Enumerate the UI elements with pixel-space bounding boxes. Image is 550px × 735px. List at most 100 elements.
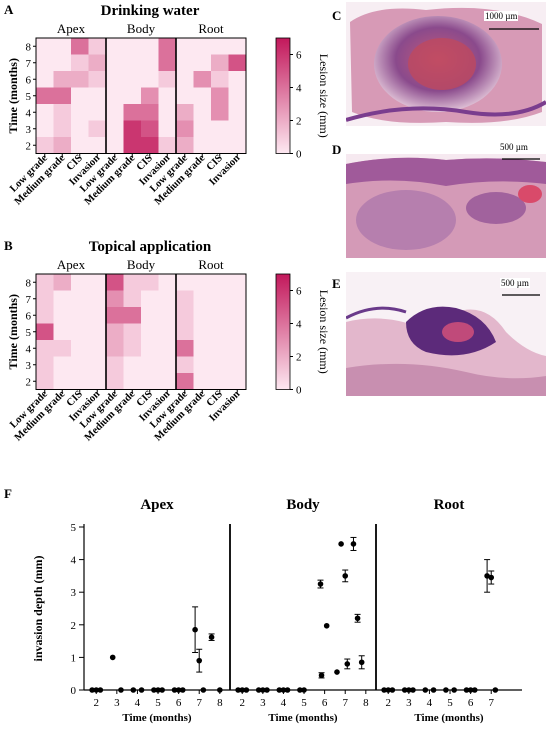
heatmap-cell	[193, 54, 212, 72]
y-tick-label: 7	[26, 294, 32, 306]
heatmap-cell	[53, 307, 72, 324]
heatmap-cell	[158, 54, 177, 72]
x-tick-label: 2	[239, 697, 245, 709]
colorbar	[275, 37, 291, 154]
data-point	[334, 669, 340, 675]
heatmap-cell	[176, 104, 194, 121]
heatmap-cell	[36, 71, 54, 88]
colorbar-tick-label: 2	[296, 116, 302, 128]
heatmap-cell	[71, 38, 89, 55]
data-point	[492, 687, 499, 693]
x-tick-label: 6	[468, 697, 474, 709]
panel-label-a: A	[4, 2, 14, 17]
heatmap-cell	[123, 373, 142, 390]
heatmap-cell	[158, 120, 177, 138]
heatmap-cell	[211, 340, 229, 357]
heatmap-cell	[211, 54, 229, 72]
data-point	[255, 687, 262, 693]
group-label: Body	[127, 257, 156, 272]
heatmap-cell	[193, 87, 212, 105]
heatmap-cell	[193, 120, 212, 138]
panel-label-e: E	[332, 276, 341, 291]
heatmap-cell	[228, 307, 247, 324]
colorbar-tick-label: 0	[296, 385, 302, 397]
x-tick-label: 5	[447, 697, 453, 709]
data-point	[138, 687, 145, 693]
heatmap-cell	[71, 340, 89, 357]
heatmap-cell	[228, 137, 247, 154]
group-label: Apex	[57, 21, 86, 36]
data-point	[118, 687, 124, 693]
heatmap-cell	[158, 38, 177, 55]
heatmap-cell	[158, 87, 177, 105]
heatmap-cell	[36, 340, 54, 357]
y-tick-label: 2	[71, 620, 77, 632]
heatmap-cell	[106, 290, 124, 308]
heatmap-cell	[176, 87, 194, 105]
heatmap-cell	[53, 373, 72, 390]
scale-bar-c	[489, 28, 539, 30]
histology-image-c	[346, 2, 546, 126]
group-label: Body	[127, 21, 156, 36]
data-point	[208, 634, 215, 640]
heatmap-cell	[211, 290, 229, 308]
heatmap-cell	[123, 104, 142, 121]
x-tick-label: 3	[114, 697, 120, 709]
data-point	[151, 687, 157, 693]
heatmap-cell	[106, 356, 124, 374]
colorbar	[275, 273, 291, 390]
heatmap-cell	[176, 290, 194, 308]
x-axis-label: Time (months)	[122, 712, 191, 724]
histology-image-d	[346, 154, 546, 258]
data-point	[443, 687, 449, 693]
heatmap-cell	[228, 120, 247, 138]
y-tick-label: 3	[26, 124, 32, 136]
heatmap-cell	[88, 340, 107, 357]
x-tick-label: 6	[176, 697, 182, 709]
heatmap-cell	[211, 38, 229, 55]
heatmap-cell	[71, 120, 89, 138]
heatmap-cell	[176, 340, 194, 357]
heatmap-cell	[88, 120, 107, 138]
data-point	[401, 687, 408, 693]
group-title: Body	[286, 497, 320, 513]
data-point	[297, 687, 303, 693]
heatmap-cell	[176, 71, 194, 88]
data-point	[358, 659, 365, 666]
heatmap-cell	[158, 307, 177, 324]
heatmap-cell	[176, 323, 194, 341]
heatmap-cell	[53, 38, 72, 55]
data-point	[239, 687, 246, 693]
y-tick-label: 4	[26, 343, 32, 355]
data-point	[89, 687, 95, 693]
heatmap-cell	[211, 373, 229, 390]
data-point	[171, 687, 178, 693]
y-tick-label: 4	[26, 107, 32, 119]
x-tick-label: 8	[217, 697, 223, 709]
y-tick-label: 5	[26, 327, 32, 339]
heatmap-cell	[123, 290, 142, 308]
scale-label-e: 500 µm	[500, 278, 530, 288]
heatmap-cell	[123, 120, 142, 138]
data-point	[451, 687, 457, 693]
y-axis-label: Time (months)	[6, 58, 20, 133]
heatmap-cell	[106, 38, 124, 55]
data-point	[179, 687, 186, 693]
heatmap-cell	[53, 274, 72, 291]
data-point	[488, 574, 495, 581]
x-axis-label: Time (months)	[414, 712, 483, 724]
y-tick-label: 1	[71, 652, 77, 664]
heatmap-cell	[123, 71, 142, 88]
x-tick-label: 7	[342, 697, 348, 709]
heatmap-cell	[141, 104, 159, 121]
heatmap-cell	[141, 274, 159, 291]
heatmap-cell	[36, 373, 54, 390]
heatmap-cell	[158, 71, 177, 88]
x-tick-label: 7	[196, 697, 202, 709]
heatmap-cell	[88, 274, 107, 291]
heatmap-cell	[141, 87, 159, 105]
heatmap-cell	[53, 104, 72, 121]
heatmap-cell	[176, 38, 194, 55]
heatmap-cell	[158, 323, 177, 341]
